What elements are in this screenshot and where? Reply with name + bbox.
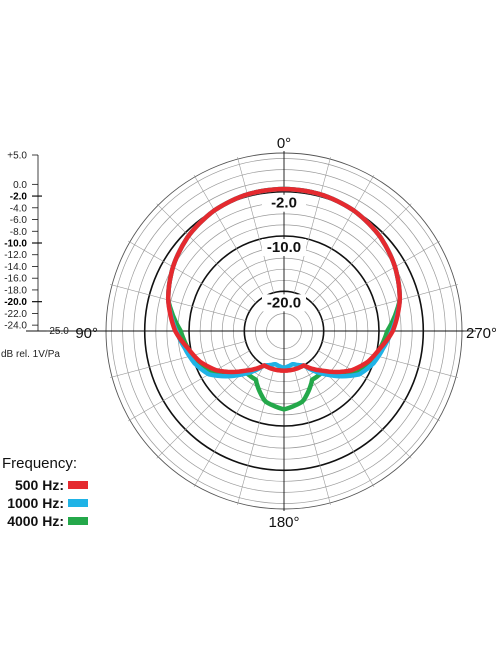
scale-tick-label: -10.0 xyxy=(4,239,27,250)
grid-spoke xyxy=(193,174,265,297)
grid-spoke xyxy=(322,341,458,378)
grid-spoke xyxy=(237,157,274,293)
legend-swatch xyxy=(68,481,88,489)
scale-tick-label: -24.0 xyxy=(4,321,27,332)
legend: Frequency: 500 Hz: 1000 Hz: 4000 Hz: xyxy=(2,455,88,529)
scale-unit-label: dB rel. 1V/Pa xyxy=(1,349,60,360)
grid-spoke xyxy=(294,157,331,293)
scale-tick-label: -20.0 xyxy=(4,297,27,308)
scale-tick-label: +5.0 xyxy=(7,151,27,162)
angle-label-270: 270° xyxy=(466,325,496,342)
grid-spoke xyxy=(127,350,250,422)
grid-spoke xyxy=(303,174,375,297)
scale-tick-label: -16.0 xyxy=(4,274,27,285)
legend-label: 1000 Hz: xyxy=(7,495,64,511)
scale-tick-label: -6.0 xyxy=(10,215,28,226)
db-scale: +5.00.0-2.0-4.0-6.0-8.0-10.0-12.0-14.0-1… xyxy=(4,151,69,338)
ring-label: -2.0 xyxy=(271,195,297,212)
grid-spoke xyxy=(110,284,246,321)
angle-label-0: 0° xyxy=(277,135,291,152)
legend-title: Frequency: xyxy=(2,455,77,472)
polar-curves xyxy=(165,186,403,412)
grid-spoke xyxy=(303,365,375,488)
ring-label-bg xyxy=(262,239,306,256)
grid-spoke xyxy=(294,369,331,505)
series-curve-500-hz xyxy=(165,186,403,375)
grid-spoke xyxy=(193,365,265,488)
scale-tick-label: 0.0 xyxy=(13,180,27,191)
scale-tick-label: -12.0 xyxy=(4,250,27,261)
grid-spoke xyxy=(318,350,441,422)
scale-tick-label: -8.0 xyxy=(10,227,28,238)
grid-spoke xyxy=(322,284,458,321)
grid-spoke xyxy=(110,341,246,378)
legend-items: 500 Hz: 1000 Hz: 4000 Hz: xyxy=(7,477,88,529)
grid-spoke xyxy=(156,203,257,304)
legend-label: 4000 Hz: xyxy=(7,513,64,529)
grid-spoke xyxy=(318,240,441,312)
ring-label: -20.0 xyxy=(267,294,301,311)
ring-label-bg xyxy=(262,294,306,312)
angle-label-90: 90° xyxy=(75,325,98,342)
scale-tick-label: -14.0 xyxy=(4,262,27,273)
legend-swatch xyxy=(68,517,88,525)
legend-label: 500 Hz: xyxy=(15,477,64,493)
scale-tick-label: -22.0 xyxy=(4,309,27,320)
grid-spoke xyxy=(127,240,250,312)
ring-labels: -2.0 -10.0 -20.0 xyxy=(262,194,306,312)
scale-tick-label: -2.0 xyxy=(10,192,28,203)
scale-tick-label: -18.0 xyxy=(4,285,27,296)
scale-tick-label: -4.0 xyxy=(10,203,28,214)
ring-label-bg xyxy=(262,194,306,212)
ring-label: -10.0 xyxy=(267,239,301,256)
grid-spoke xyxy=(237,369,274,505)
angle-label-180: 180° xyxy=(268,514,299,531)
grid-spoke xyxy=(311,203,412,304)
legend-swatch xyxy=(68,499,88,507)
scale-tick-label: -25.0 xyxy=(46,326,69,337)
